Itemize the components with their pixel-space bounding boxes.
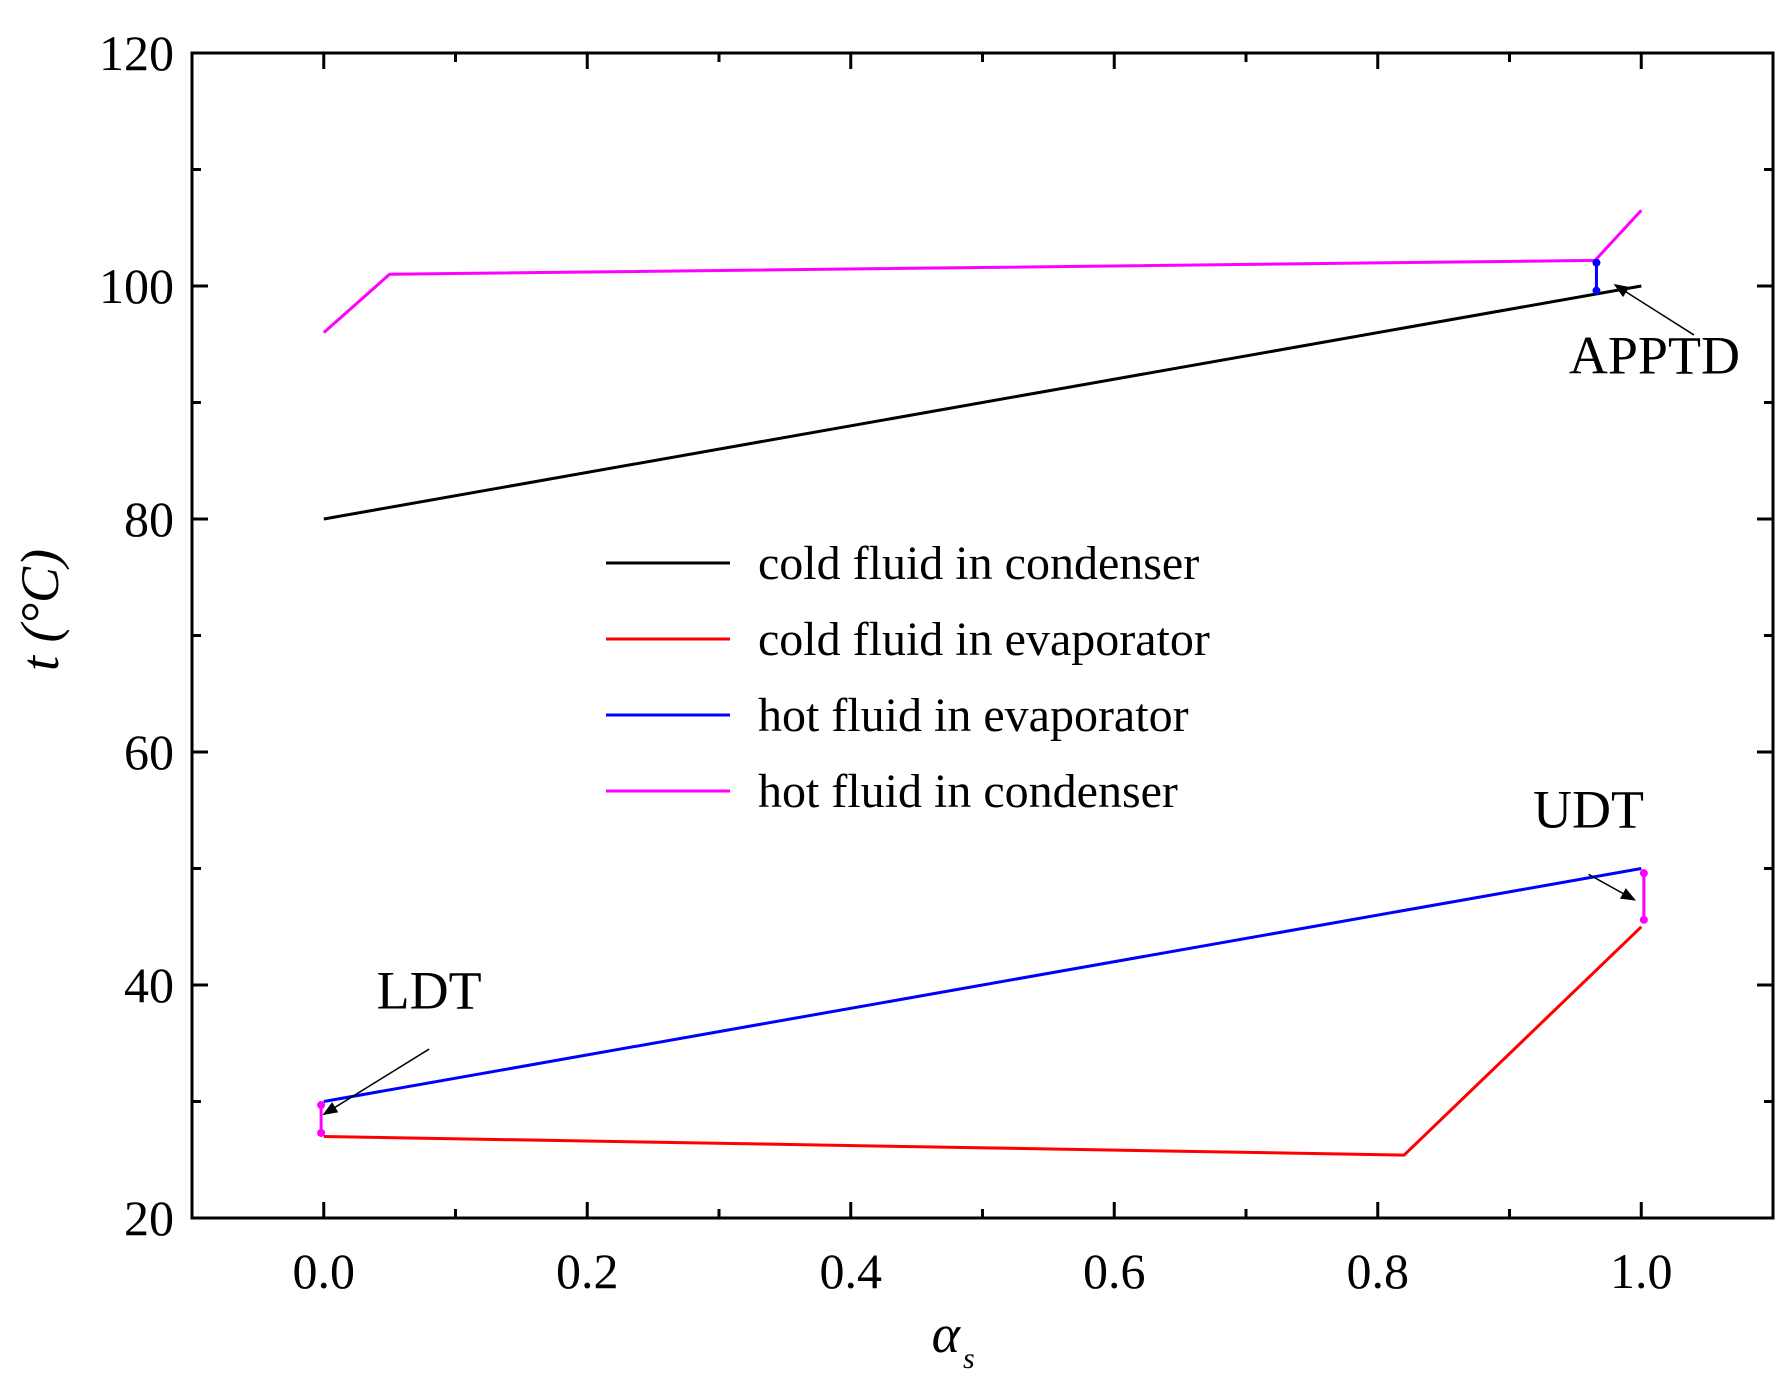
series-lines xyxy=(322,209,1643,1157)
difference-marker-dot xyxy=(317,1100,326,1109)
difference-marker-dot xyxy=(1592,286,1601,295)
annotation-arrow xyxy=(1613,284,1695,336)
legend: cold fluid in condenser cold fluid in eva… xyxy=(606,537,1210,818)
x-tick-label: 1.0 xyxy=(1610,1243,1673,1299)
x-tick-label: 0.2 xyxy=(556,1243,619,1299)
y-axis-title: t (°C) xyxy=(10,549,70,671)
difference-marker-dot xyxy=(1639,915,1648,924)
y-tick-label: 60 xyxy=(124,724,174,780)
legend-label: hot fluid in evaporator xyxy=(758,689,1189,742)
ticks: 0.0 0.2 0.4 0.6 0.8 1.0 20 40 60 80 100 120 xyxy=(99,25,1775,1299)
y-tick-label: 20 xyxy=(124,1190,174,1246)
difference-marker-dot xyxy=(1592,258,1601,267)
series-line xyxy=(323,867,1642,1103)
x-tick-label: 0.0 xyxy=(293,1243,356,1299)
y-tick-label: 100 xyxy=(99,258,174,314)
x-tick-label: 0.4 xyxy=(820,1243,883,1299)
y-tick-label: 120 xyxy=(99,25,174,81)
annotation-arrow xyxy=(322,1048,430,1116)
x-tick-label: 0.6 xyxy=(1083,1243,1146,1299)
x-axis-title-subscript: s xyxy=(963,1342,975,1375)
series-line xyxy=(322,209,1643,334)
annotation-label: APPTD xyxy=(1569,325,1740,385)
annotation-label: UDT xyxy=(1533,780,1644,840)
legend-label: hot fluid in condenser xyxy=(758,765,1178,818)
legend-label: cold fluid in evaporator xyxy=(758,613,1210,666)
y-tick-label: 80 xyxy=(124,491,174,547)
difference-marker-dot xyxy=(1639,869,1648,878)
series-line xyxy=(323,925,1643,1157)
legend-label: cold fluid in condenser xyxy=(758,537,1199,590)
annotations: APPTD UDT LDT xyxy=(322,284,1740,1116)
series-line xyxy=(323,284,1642,521)
x-tick-label: 0.8 xyxy=(1347,1243,1410,1299)
annotation-label: LDT xyxy=(377,960,482,1020)
annotation-arrow xyxy=(1588,873,1636,901)
x-axis-title: α xyxy=(932,1304,962,1364)
difference-marker-dot xyxy=(317,1128,326,1137)
y-tick-label: 40 xyxy=(124,957,174,1013)
